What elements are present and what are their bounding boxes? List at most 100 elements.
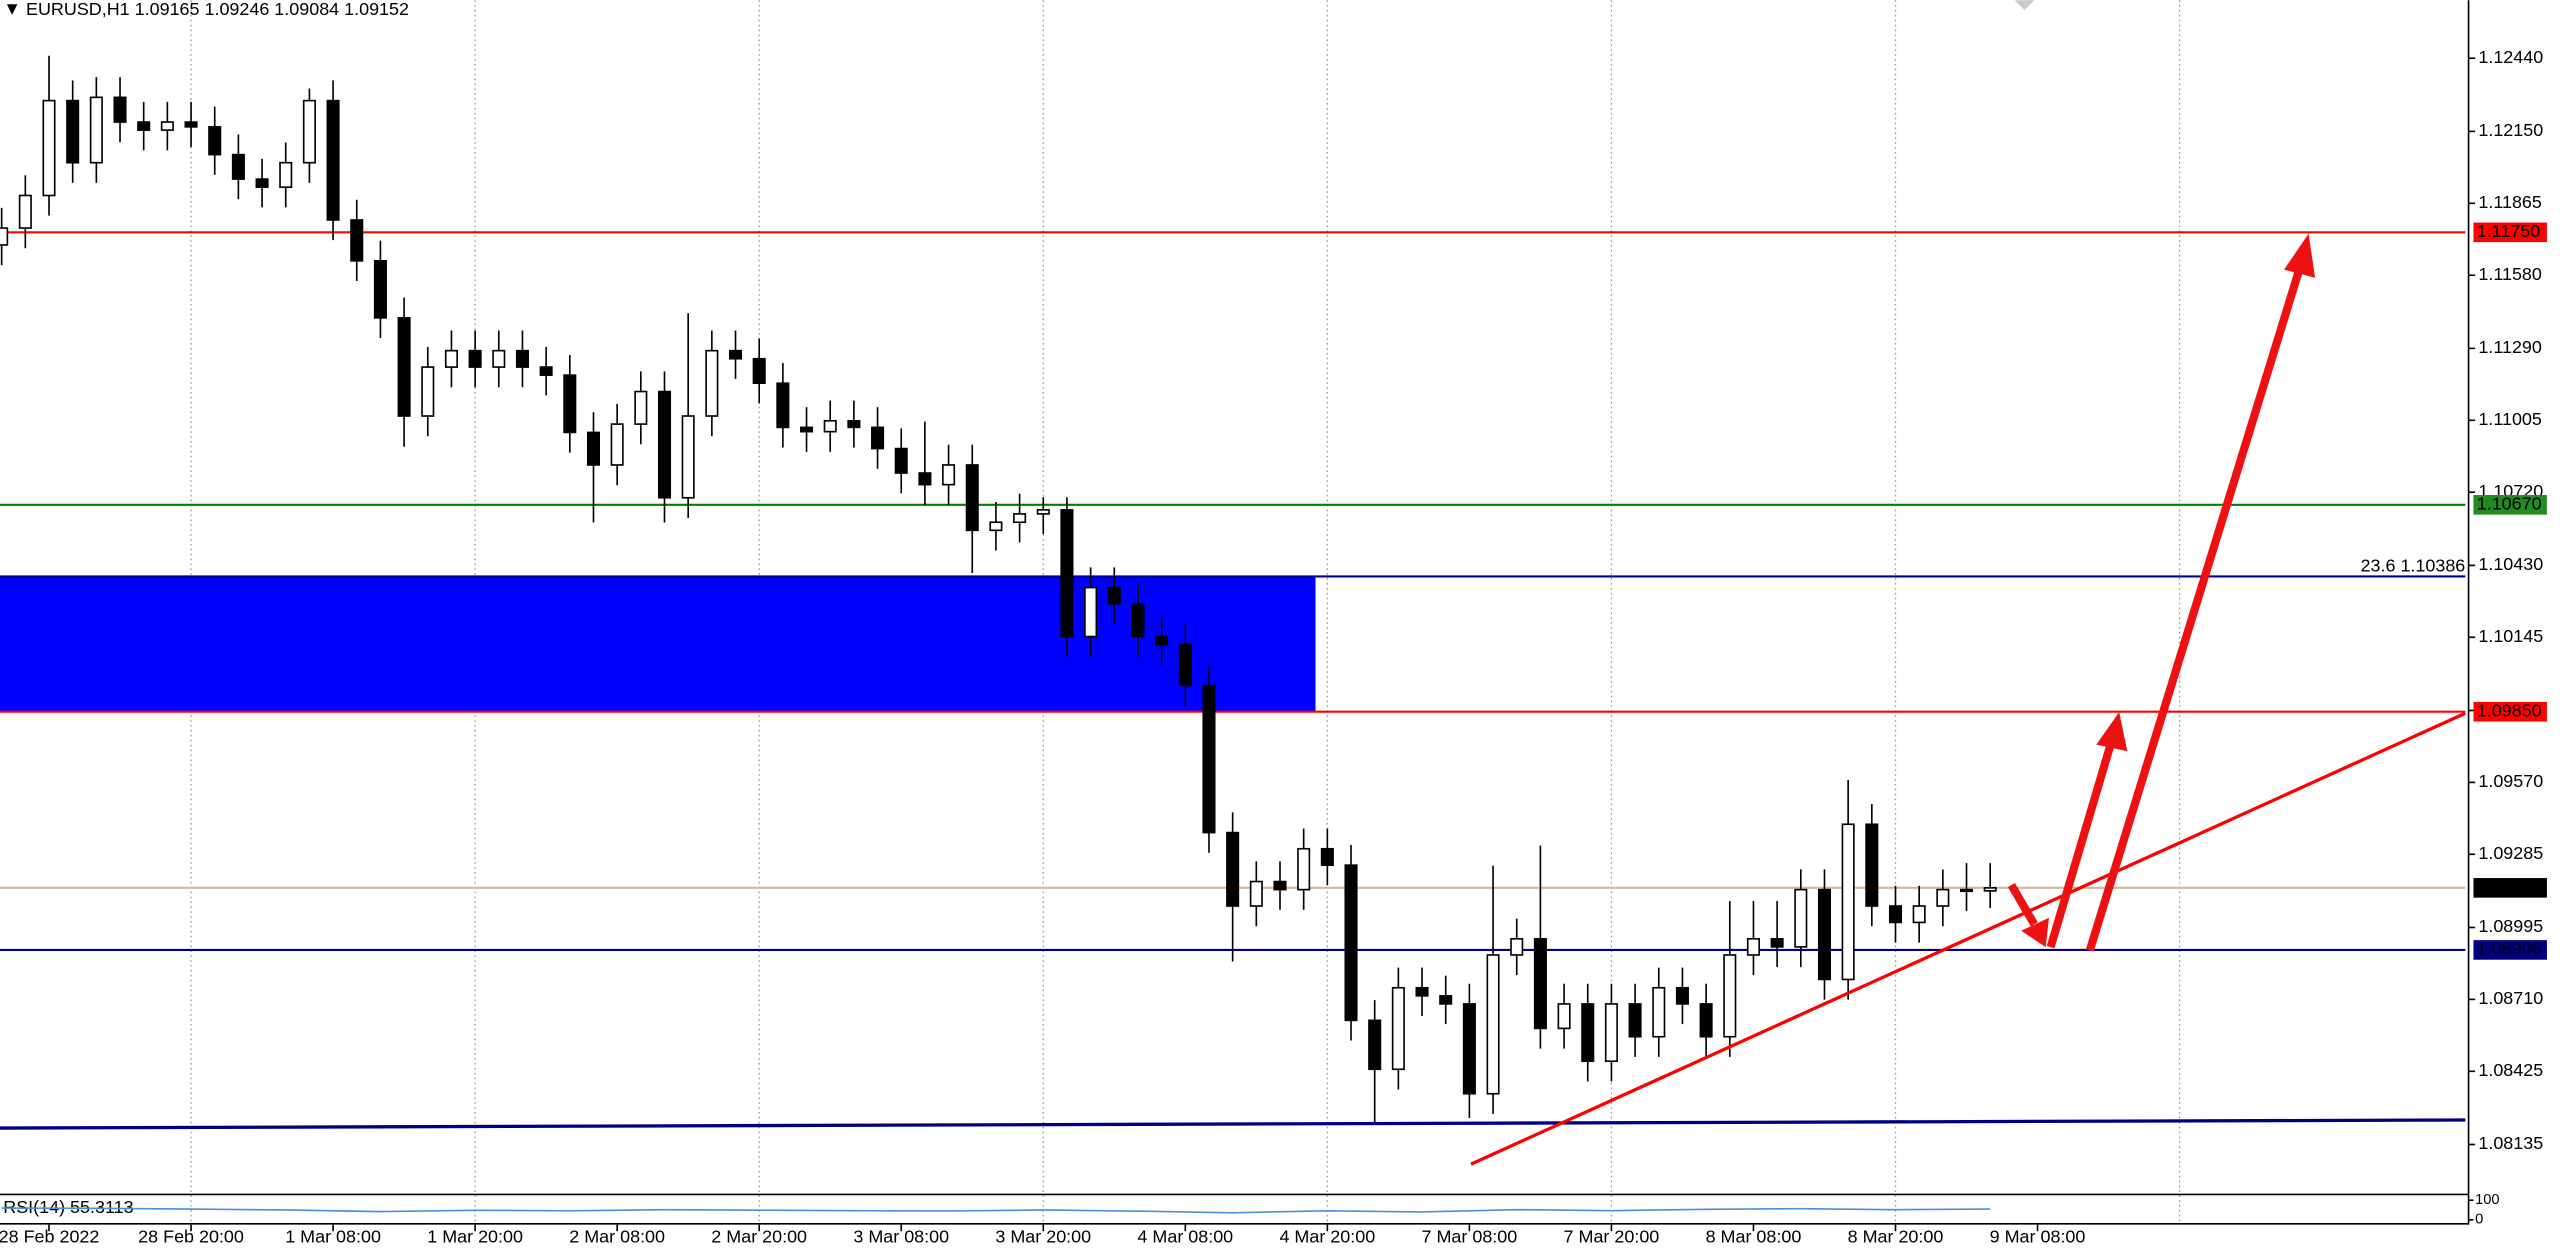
x-tick-label: 7 Mar 08:00 bbox=[1422, 1226, 1518, 1246]
candle-body bbox=[1320, 847, 1334, 866]
header-low: 1.09084 bbox=[274, 0, 339, 19]
y-tick-label: 1.10145 bbox=[2478, 626, 2543, 646]
y-tick-label: 1.11865 bbox=[2478, 192, 2542, 212]
candle-body bbox=[728, 349, 743, 360]
candle-body bbox=[894, 447, 908, 474]
arrow-head bbox=[2096, 712, 2128, 752]
price-label-box bbox=[2473, 940, 2547, 960]
candle-body bbox=[515, 349, 529, 368]
candle-body bbox=[302, 99, 316, 164]
candle-body bbox=[1581, 1003, 1595, 1063]
arrow-shaft bbox=[2085, 270, 2303, 952]
candle-body bbox=[231, 153, 245, 180]
trendline-layer bbox=[0, 711, 2466, 1166]
candle-body bbox=[1036, 509, 1050, 515]
y-tick-label: 1.12150 bbox=[2478, 120, 2543, 140]
candle-body bbox=[942, 464, 956, 486]
candle-body bbox=[89, 96, 103, 164]
candle-body bbox=[1439, 995, 1453, 1005]
price-label: 1.10670 bbox=[2477, 494, 2542, 514]
candle-body bbox=[1178, 643, 1192, 687]
candle-body bbox=[279, 161, 293, 188]
x-tick-label: 28 Feb 20:00 bbox=[138, 1226, 244, 1246]
rsi-tick-label: 100 bbox=[2475, 1192, 2500, 1208]
y-tick-label: 1.11290 bbox=[2478, 337, 2542, 357]
candle-body bbox=[681, 415, 695, 499]
candle-body bbox=[657, 390, 672, 499]
candle-body bbox=[208, 126, 222, 156]
candle-body bbox=[1604, 1003, 1618, 1063]
candle-body bbox=[776, 382, 790, 429]
candle-body bbox=[1462, 1003, 1476, 1095]
header-high: 1.09246 bbox=[204, 0, 269, 19]
candle-body bbox=[586, 431, 601, 466]
candle-body bbox=[1723, 954, 1737, 1038]
candle-body bbox=[1841, 823, 1855, 981]
candle-body bbox=[965, 464, 979, 532]
candle-body bbox=[1533, 938, 1547, 1030]
candle-body bbox=[1510, 938, 1524, 956]
candle-body bbox=[1983, 887, 1997, 892]
x-tick-label: 7 Mar 20:00 bbox=[1564, 1226, 1660, 1246]
candle-body bbox=[1888, 905, 1903, 924]
candle-body bbox=[1084, 586, 1098, 638]
candle-body bbox=[42, 99, 56, 197]
candle-body bbox=[539, 366, 553, 376]
candle-body bbox=[350, 219, 364, 262]
candle-body bbox=[1557, 1003, 1571, 1030]
candle-body bbox=[1226, 831, 1240, 907]
candle-body bbox=[800, 426, 814, 433]
candle-body bbox=[1746, 938, 1760, 956]
price-label-box bbox=[2473, 495, 2547, 515]
price-label: 1.09152 bbox=[2477, 877, 2542, 897]
candle-body bbox=[1652, 986, 1666, 1038]
candle-body bbox=[752, 357, 766, 385]
y-tick-label: 1.08995 bbox=[2478, 916, 2543, 936]
candle-body bbox=[1415, 986, 1429, 997]
candle-body bbox=[1344, 864, 1358, 1022]
candle-body bbox=[1368, 1019, 1382, 1071]
candle-body bbox=[444, 349, 458, 368]
header-close: 1.09152 bbox=[344, 0, 409, 19]
x-tick-label: 2 Mar 20:00 bbox=[711, 1226, 807, 1246]
candle-body bbox=[1249, 880, 1263, 907]
rsi-label: RSI(14) 55.3113 bbox=[3, 1197, 133, 1217]
candle-body bbox=[1391, 986, 1405, 1071]
candle-body bbox=[255, 178, 269, 188]
y-tick-label: 1.09285 bbox=[2478, 843, 2543, 863]
candle-body bbox=[326, 99, 340, 221]
candle-body bbox=[705, 349, 719, 417]
price-label: 1.09850 bbox=[2477, 700, 2542, 720]
header-open: 1.09165 bbox=[135, 0, 200, 19]
candle-body bbox=[1486, 954, 1500, 1095]
x-tick-label: 4 Mar 20:00 bbox=[1279, 1226, 1375, 1246]
candle-body bbox=[137, 121, 151, 131]
candle-body bbox=[1770, 938, 1784, 948]
candle-body bbox=[184, 121, 198, 128]
candle-body bbox=[1794, 888, 1808, 948]
candle-body bbox=[373, 260, 387, 319]
candle-body bbox=[66, 99, 80, 164]
candle-body bbox=[397, 317, 411, 417]
x-tick-label: 1 Mar 20:00 bbox=[427, 1226, 523, 1246]
y-tick-label: 1.09570 bbox=[2478, 771, 2543, 791]
candle-body bbox=[1060, 509, 1074, 638]
price-label: 1.08906 bbox=[2477, 939, 2542, 959]
arrows bbox=[2007, 233, 2316, 952]
candle-body bbox=[492, 349, 506, 368]
candle-body bbox=[1936, 888, 1950, 907]
candle-body bbox=[871, 426, 885, 450]
candle-body bbox=[1675, 986, 1689, 1005]
arrow-head bbox=[2021, 917, 2049, 948]
x-tick-label: 28 Feb 2022 bbox=[0, 1226, 99, 1246]
x-tick-label: 8 Mar 20:00 bbox=[1848, 1226, 1944, 1246]
y-tick-label: 1.08710 bbox=[2478, 988, 2543, 1008]
level-label: 23.6 1.10386 bbox=[2361, 555, 2466, 575]
y-tick-label: 1.11580 bbox=[2478, 264, 2542, 284]
x-tick-label: 3 Mar 08:00 bbox=[853, 1226, 949, 1246]
candle-body bbox=[1959, 888, 1974, 893]
candle-body bbox=[1912, 905, 1926, 924]
candle-body bbox=[468, 349, 482, 368]
candle-body bbox=[1273, 880, 1287, 891]
